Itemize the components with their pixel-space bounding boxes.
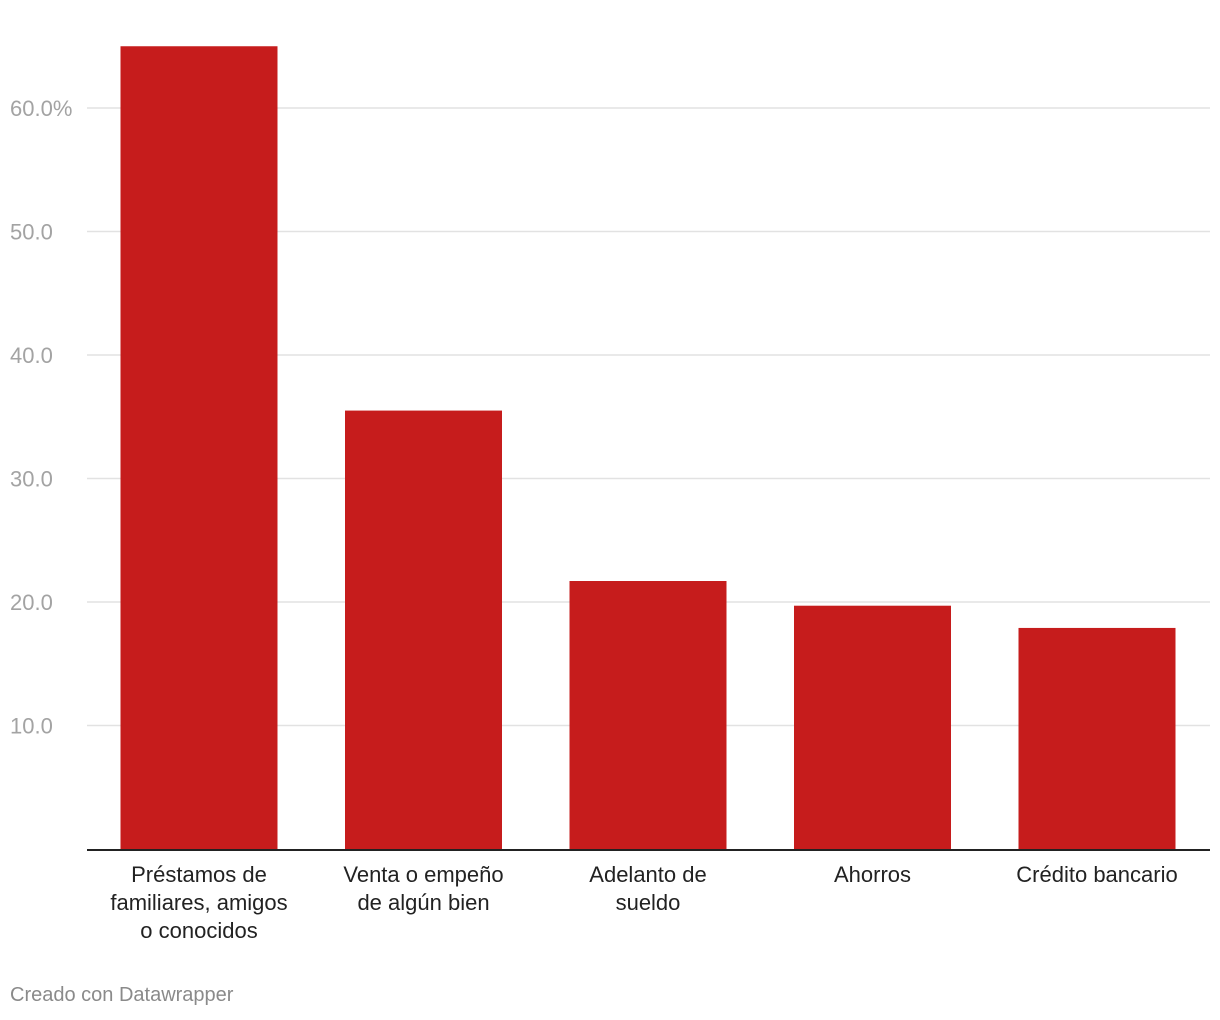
- x-category-label-line: Crédito bancario: [1016, 862, 1177, 887]
- x-category-label-line: Préstamos de: [131, 862, 267, 887]
- bar-2: [345, 410, 502, 849]
- x-category-label-line: sueldo: [616, 890, 681, 915]
- y-tick-label-10: 10.0: [10, 714, 53, 739]
- bars: [120, 46, 1176, 849]
- y-tick-label-20: 20.0: [10, 590, 53, 615]
- x-category-label-line: de algún bien: [357, 890, 489, 915]
- bar-3: [569, 581, 727, 849]
- x-category-label-line: Ahorros: [834, 862, 911, 887]
- x-axis-category-labels: Préstamos de familiares, amigos o conocido…: [110, 862, 1177, 943]
- y-tick-label-50: 50.0: [10, 220, 53, 245]
- bar-1: [120, 46, 278, 849]
- x-category-label-1: Préstamos de familiares, amigos o conocido…: [110, 862, 287, 943]
- bar-4: [794, 605, 951, 849]
- x-category-label-2: Venta o empeño de algún bien: [343, 862, 503, 915]
- bar-5: [1018, 627, 1176, 849]
- x-category-label-line: o conocidos: [140, 918, 257, 943]
- x-category-label-line: Venta o empeño: [343, 862, 503, 887]
- credit-text: Creado con Datawrapper: [10, 984, 234, 1006]
- x-category-label-line: Adelanto de: [589, 862, 706, 887]
- y-tick-label-60: 60.0%: [10, 96, 72, 121]
- x-category-label-line: familiares, amigos: [110, 890, 287, 915]
- y-tick-label-30: 30.0: [10, 467, 53, 492]
- x-category-label-5: Crédito bancario: [1016, 862, 1177, 887]
- x-category-label-4: Ahorros: [834, 862, 911, 887]
- y-tick-label-40: 40.0: [10, 343, 53, 368]
- x-category-label-3: Adelanto de sueldo: [589, 862, 706, 915]
- bar-chart: 10.0 20.0 30.0 40.0 50.0 60.0% Préstamos de fa…: [10, 46, 1210, 943]
- y-axis-tick-labels: 10.0 20.0 30.0 40.0 50.0 60.0%: [10, 96, 72, 739]
